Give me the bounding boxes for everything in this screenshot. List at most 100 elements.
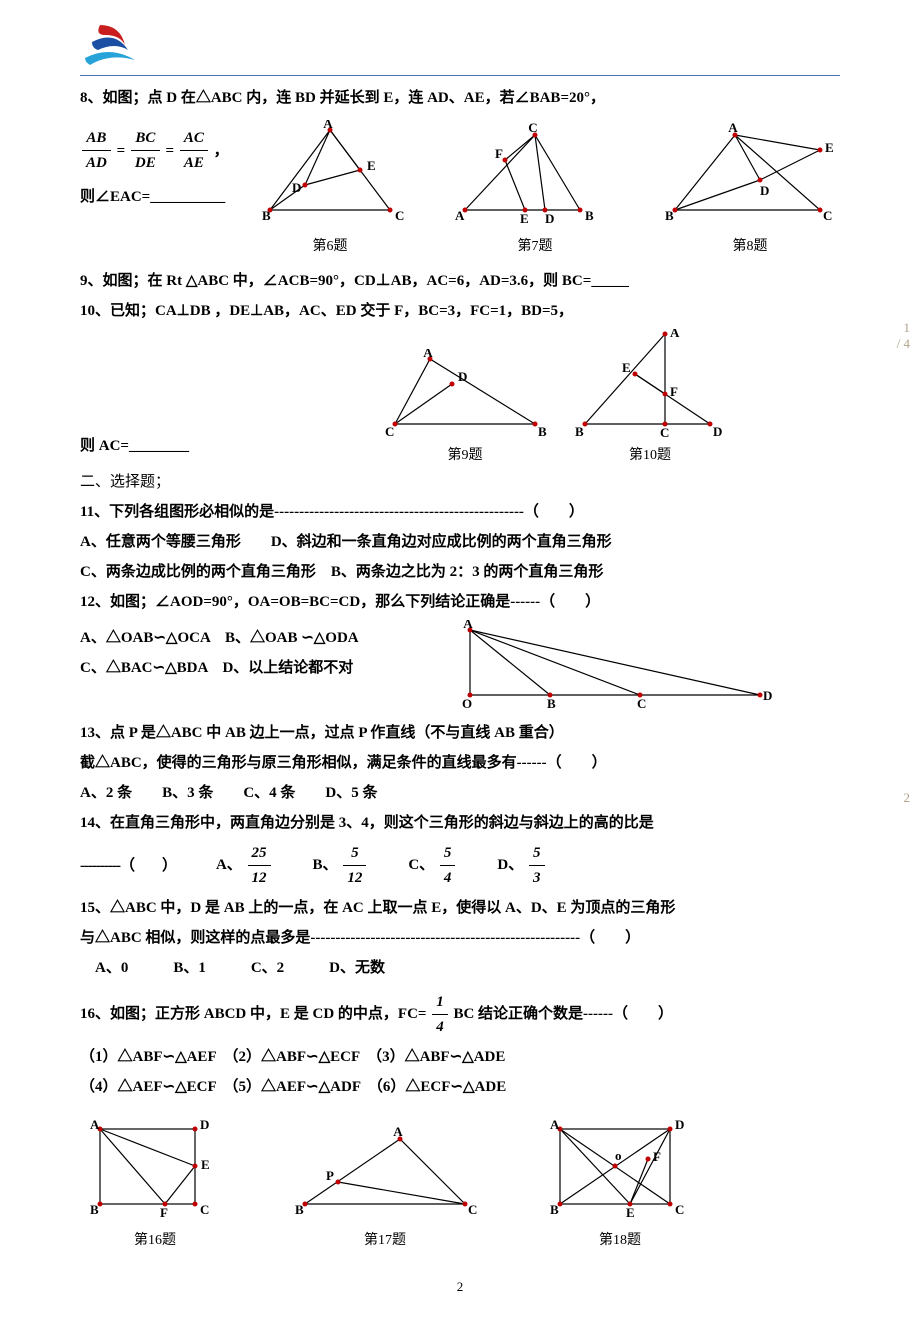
fig16: A D E B F C 第16题 [80,1114,230,1249]
q15-stem-b: 与△ABC 相似，则这样的点最多是-----------------------… [80,926,840,950]
fig8: A E D B C 第8题 [660,120,840,255]
side-note-1a: 1 [897,320,910,336]
svg-text:A: A [550,1117,560,1132]
svg-text:D: D [292,180,301,195]
svg-text:P: P [326,1168,334,1183]
q11-stem: 11、下列各组图形必相似的是--------------------------… [80,500,840,524]
q8-stem-a: 8、如图；点 D 在△ABC 内，连 BD 并延长到 E，连 AD、AE，若∠B… [80,86,840,110]
q14-opts: ----------（ ） A、 2512 B、 512 C、 54 D、 53 [80,841,840,890]
svg-text:E: E [825,140,834,155]
q9-stem: 9、如图；在 Rt △ABC 中，∠ACB=90°，CD⊥AB，AC=6，AD=… [80,269,840,293]
svg-text:D: D [200,1117,209,1132]
svg-text:B: B [90,1202,99,1217]
q11-optA: A、任意两个等腰三角形 D、斜边和一条直角边对应成比例的两个直角三角形 [80,530,840,554]
svg-text:C: C [637,696,646,710]
svg-text:A: A [728,120,738,135]
fig18: A D o F B E C 第18题 [540,1114,700,1249]
q12-optA: A、△OAB∽△OCA B、△OAB ∽△ODA [80,626,450,650]
q16-line2: （4）△AEF∽△ECF （5）△AEF∽△ADF （6）△ECF∽△ADE [80,1075,840,1099]
fig6: A B C D E 第6题 [250,120,410,255]
q8-eq-tail: ， [214,139,229,163]
svg-text:A: A [463,620,473,631]
fig9-label: 第9题 [380,444,550,464]
svg-text:B: B [262,208,271,223]
svg-text:O: O [462,696,472,710]
q16-post: BC 结论正确个数是------（ ） [453,1006,673,1022]
q14-stem: 14、在直角三角形中，两直角边分别是 3、4，则这个三角形的斜边与斜边上的高的比… [80,811,840,835]
q13-stem-a: 13、点 P 是△ABC 中 AB 边上一点，过点 P 作直线（不与直线 AB … [80,721,840,745]
fig12: A O B C D [450,620,780,715]
q14-B-den: 12 [343,866,366,890]
svg-text:C: C [468,1202,477,1217]
svg-text:A: A [423,349,433,360]
svg-text:D: D [675,1117,684,1132]
svg-text:B: B [550,1202,559,1217]
q16-stem: 16、如图；正方形 ABCD 中，E 是 CD 的中点，FC= 14 BC 结论… [80,990,840,1039]
svg-text:D: D [545,211,554,226]
q16-num: 1 [432,990,448,1015]
svg-text:B: B [585,208,594,223]
svg-text:F: F [670,384,678,399]
q13-opts: A、2 条 B、3 条 C、4 条 D、5 条 [80,781,840,805]
fig7-label: 第7题 [450,235,620,255]
q16-den: 4 [432,1015,448,1039]
q8-frac3-num: AC [180,126,208,151]
q16-line1: （1）△ABF∽△AEF （2）△ABF∽△ECF （3）△ABF∽△ADE [80,1045,840,1069]
fig17: A P B C 第17题 [290,1124,480,1249]
q8-frac2-den: DE [131,151,160,175]
q13-stem-b: 截△ABC，使得的三角形与原三角形相似，满足条件的直线最多有------（ ） [80,751,840,775]
q8-equation: ABAD = BCDE = ACAE ， [80,126,230,175]
page-number: 2 [80,1279,840,1295]
q14-D-num: 5 [529,841,545,866]
q11-optC: C、两条边成比例的两个直角三角形 B、两条边之比为 2：3 的两个直角三角形 [80,560,840,584]
q8-frac2-num: BC [131,126,160,151]
svg-text:D: D [458,369,467,384]
fig10-label: 第10题 [570,444,730,464]
q15-stem-a: 15、△ABC 中，D 是 AB 上的一点，在 AC 上取一点 E，使得以 A、… [80,896,840,920]
svg-text:A: A [455,208,465,223]
section2-title: 二、选择题； [80,470,840,494]
q8-frac3-den: AE [180,151,208,175]
logo [80,20,140,75]
svg-text:D: D [760,183,769,198]
q14-dash: ----------（ ） [80,854,176,878]
fig6-label: 第6题 [250,235,410,255]
svg-text:A: A [670,329,680,340]
svg-text:F: F [160,1205,168,1220]
fig18-label: 第18题 [540,1229,700,1249]
svg-text:C: C [660,425,669,439]
svg-text:B: B [295,1202,304,1217]
q8-stem-b: 则∠EAC=__________ [80,185,230,209]
logo-svg [80,20,140,70]
q10-stem-a: 10、已知；CA⊥DB ，DE⊥AB，AC、ED 交于 F，BC=3，FC=1，… [80,299,840,323]
svg-text:B: B [575,424,584,439]
q10-stem-b: 则 AC=________ [80,434,340,458]
q14-B-num: 5 [343,841,366,866]
page: 8、如图；点 D 在△ABC 内，连 BD 并延长到 E，连 AD、AE，若∠B… [0,0,920,1335]
q14-C-num: 5 [440,841,456,866]
fig9: A D C B 第9题 [380,349,550,464]
q14-D-den: 3 [529,866,545,890]
fig7: C F A E D B 第7题 [450,120,620,255]
svg-text:B: B [538,424,547,439]
q8-frac1-den: AD [82,151,111,175]
q14-A-num: 25 [248,841,271,866]
q14-C-den: 4 [440,866,456,890]
svg-text:C: C [200,1202,209,1217]
svg-text:o: o [615,1148,622,1163]
svg-text:E: E [367,158,376,173]
svg-text:E: E [201,1157,210,1172]
svg-text:D: D [713,424,722,439]
q12-stem: 12、如图；∠AOD=90°，OA=OB=BC=CD，那么下列结论正确是----… [80,590,840,614]
q14-A-label: A、 [216,857,242,873]
svg-text:C: C [395,208,404,223]
q14-A-den: 12 [248,866,271,890]
q14-D-label: D、 [497,857,523,873]
svg-text:E: E [622,360,631,375]
svg-text:C: C [823,208,832,223]
svg-text:A: A [323,120,333,131]
fig8-label: 第8题 [660,235,840,255]
svg-text:E: E [520,211,529,226]
svg-text:C: C [385,424,394,439]
q14-B-label: B、 [313,857,338,873]
